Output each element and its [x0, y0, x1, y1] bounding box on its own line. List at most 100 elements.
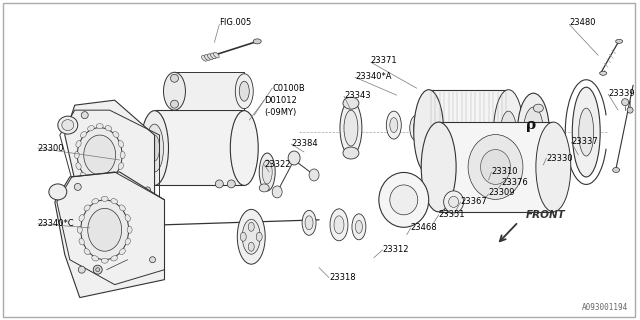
- Ellipse shape: [58, 116, 78, 134]
- Ellipse shape: [468, 135, 523, 199]
- Ellipse shape: [239, 81, 249, 101]
- Text: 23322: 23322: [264, 161, 291, 170]
- Ellipse shape: [84, 196, 92, 204]
- Ellipse shape: [262, 160, 272, 184]
- Ellipse shape: [92, 199, 99, 204]
- Ellipse shape: [259, 184, 269, 192]
- Ellipse shape: [536, 122, 571, 212]
- Ellipse shape: [119, 205, 125, 211]
- Ellipse shape: [92, 256, 99, 261]
- Ellipse shape: [579, 108, 594, 156]
- Ellipse shape: [355, 220, 362, 233]
- Ellipse shape: [243, 219, 260, 254]
- Ellipse shape: [449, 196, 459, 207]
- Ellipse shape: [302, 210, 316, 235]
- Ellipse shape: [118, 163, 124, 170]
- Polygon shape: [65, 100, 154, 218]
- Ellipse shape: [600, 71, 607, 75]
- Ellipse shape: [111, 256, 118, 261]
- Ellipse shape: [205, 55, 210, 60]
- Ellipse shape: [118, 140, 124, 147]
- Text: 23339: 23339: [608, 89, 635, 98]
- Ellipse shape: [88, 126, 94, 131]
- Ellipse shape: [170, 74, 179, 82]
- Text: 23351: 23351: [438, 210, 465, 219]
- Ellipse shape: [79, 215, 84, 221]
- Ellipse shape: [344, 110, 358, 146]
- Ellipse shape: [81, 112, 88, 119]
- Text: 23384: 23384: [291, 139, 317, 148]
- Ellipse shape: [481, 149, 511, 184]
- Text: 23371: 23371: [371, 56, 397, 65]
- Ellipse shape: [237, 209, 265, 264]
- Ellipse shape: [84, 249, 90, 255]
- Ellipse shape: [127, 226, 132, 233]
- Ellipse shape: [612, 167, 620, 172]
- Ellipse shape: [163, 72, 186, 110]
- Ellipse shape: [74, 183, 81, 190]
- Text: 23480: 23480: [570, 18, 596, 27]
- Ellipse shape: [288, 151, 300, 165]
- Ellipse shape: [533, 104, 543, 112]
- Ellipse shape: [62, 120, 74, 131]
- Ellipse shape: [627, 107, 633, 113]
- Ellipse shape: [444, 191, 463, 213]
- Ellipse shape: [379, 172, 429, 227]
- Ellipse shape: [77, 128, 122, 182]
- Ellipse shape: [340, 101, 362, 156]
- Ellipse shape: [387, 111, 401, 139]
- Text: 23340*C: 23340*C: [38, 219, 74, 228]
- Ellipse shape: [211, 53, 216, 59]
- Ellipse shape: [207, 54, 213, 60]
- Ellipse shape: [125, 238, 131, 245]
- Ellipse shape: [305, 216, 313, 230]
- Ellipse shape: [88, 208, 122, 251]
- Text: 23468: 23468: [411, 223, 437, 232]
- Ellipse shape: [248, 242, 254, 251]
- Text: 23310: 23310: [492, 167, 518, 176]
- Polygon shape: [429, 90, 508, 175]
- Ellipse shape: [170, 100, 179, 108]
- Polygon shape: [154, 110, 244, 185]
- Ellipse shape: [77, 226, 83, 233]
- Ellipse shape: [96, 124, 103, 129]
- Ellipse shape: [88, 179, 94, 184]
- Ellipse shape: [343, 147, 359, 159]
- Ellipse shape: [76, 163, 81, 170]
- Ellipse shape: [236, 74, 253, 109]
- Ellipse shape: [113, 172, 119, 179]
- Ellipse shape: [81, 200, 129, 260]
- Ellipse shape: [227, 180, 236, 188]
- Ellipse shape: [145, 187, 150, 193]
- Text: D01012: D01012: [264, 96, 297, 105]
- Ellipse shape: [390, 118, 398, 132]
- Ellipse shape: [93, 265, 102, 274]
- Text: 23376: 23376: [502, 179, 528, 188]
- Ellipse shape: [352, 214, 366, 240]
- Text: 23318: 23318: [329, 273, 356, 282]
- Ellipse shape: [230, 111, 258, 185]
- Ellipse shape: [330, 209, 348, 241]
- Text: ρ: ρ: [526, 118, 536, 132]
- Text: 23312: 23312: [383, 245, 410, 254]
- Ellipse shape: [81, 172, 86, 179]
- Ellipse shape: [256, 232, 262, 241]
- Ellipse shape: [533, 151, 543, 159]
- Ellipse shape: [524, 107, 543, 157]
- Ellipse shape: [111, 199, 118, 204]
- Text: 23337: 23337: [572, 137, 598, 146]
- Ellipse shape: [84, 205, 90, 211]
- Ellipse shape: [150, 257, 156, 263]
- Ellipse shape: [309, 169, 319, 181]
- Ellipse shape: [101, 258, 108, 263]
- Ellipse shape: [202, 55, 207, 61]
- Ellipse shape: [120, 152, 125, 158]
- Ellipse shape: [390, 185, 418, 215]
- Ellipse shape: [81, 132, 86, 138]
- Text: 23343: 23343: [344, 91, 371, 100]
- Ellipse shape: [78, 266, 85, 273]
- Ellipse shape: [500, 111, 516, 153]
- Ellipse shape: [413, 90, 444, 174]
- Text: 23367: 23367: [461, 197, 488, 206]
- Ellipse shape: [141, 111, 168, 185]
